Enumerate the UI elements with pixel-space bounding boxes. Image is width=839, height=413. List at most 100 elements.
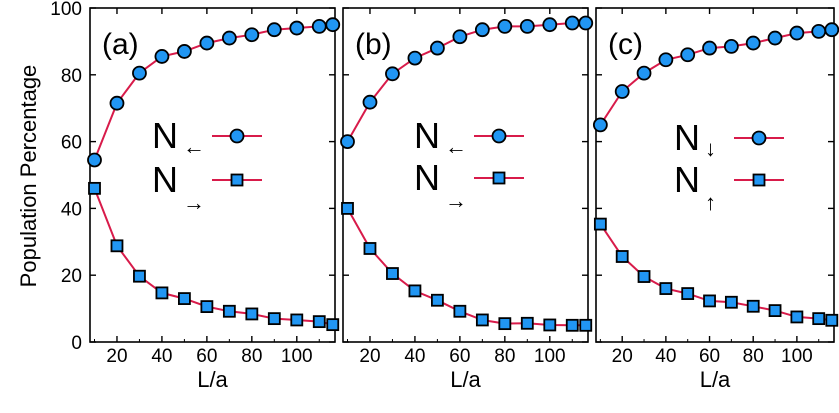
data-point-circle [636,65,652,81]
data-point-square [267,312,281,326]
data-point-square [615,250,629,263]
data-point-square [746,299,760,313]
data-point-square [475,313,489,327]
data-point-circle [542,17,558,33]
x-tick-label: 20 [612,346,633,367]
data-point-circle [452,29,468,45]
legend-label-main: N [414,115,440,156]
legend-marker-square [230,173,244,187]
data-point-circle [474,22,490,38]
data-point-circle [658,52,674,68]
data-point-circle [811,23,827,39]
data-point-circle [407,50,423,66]
legend-label-subscript: ← [445,134,467,159]
data-point-circle [289,20,305,36]
legend-label-main: N [414,157,440,198]
data-point-square [498,317,512,331]
x-tick-label: 100 [534,346,566,367]
data-point-circle [325,17,341,33]
x-tick-label: 60 [449,346,470,367]
data-point-square [110,239,124,253]
data-point-square [363,242,377,255]
data-point-square [431,293,444,307]
legend-label-subscript: → [183,190,205,215]
x-tick-label: 40 [655,346,676,367]
x-tick-label: 20 [359,346,380,367]
data-point-square [133,269,146,283]
x-axis-title: L/a [450,367,481,392]
data-point-square [637,270,651,283]
data-point-circle [592,117,608,133]
data-point-circle [745,35,761,51]
x-tick-label: 40 [151,346,172,367]
panel-label: (a) [102,28,139,61]
data-point-circle [564,15,580,31]
legend-marker-circle [229,128,245,144]
data-point-square [453,304,467,318]
legend-label-main: N [152,159,178,200]
data-point-circle [702,40,717,56]
y-tick-label: 40 [61,199,82,220]
data-point-circle [154,49,170,64]
y-tick-label: 0 [71,333,82,354]
data-point-square [290,313,304,327]
data-point-circle [430,40,445,56]
legend-label-subscript: ↑ [705,190,716,215]
data-point-square [790,310,804,324]
data-point-circle [221,30,237,46]
data-point-circle [132,65,147,81]
y-tick-label: 80 [61,66,82,87]
data-point-square [703,294,716,308]
data-point-circle [614,84,630,99]
data-point-circle [680,47,696,63]
data-point-square [579,318,593,332]
panel-label: (c) [608,28,643,61]
x-tick-label: 80 [241,346,262,367]
legend-marker-circle [491,128,507,144]
y-axis-title: Population Percentage [16,65,41,288]
data-point-square [593,217,607,231]
data-point-circle [578,15,594,31]
legend-label-main: N [152,115,178,156]
data-point-square [812,312,826,326]
data-point-square [386,267,399,280]
y-tick-label: 60 [61,133,82,154]
x-tick-label: 80 [743,346,764,367]
data-point-circle [519,18,535,34]
plot-frame [342,7,589,343]
data-point-circle [199,35,215,51]
x-tick-label: 100 [781,346,813,367]
series-line-square [346,207,586,327]
data-point-square [200,300,214,313]
legend-label-main: N [674,117,700,158]
x-tick-label: 100 [281,346,313,367]
data-point-square [659,282,673,295]
legend-label-subscript: ← [183,134,205,159]
data-point-circle [311,18,327,34]
data-point-square [724,295,738,309]
plot-frame [89,7,336,343]
series-line-square [599,223,832,322]
data-point-circle [266,22,282,38]
legend-marker-square [752,173,766,187]
data-point-square [245,307,259,321]
x-tick-label: 60 [196,346,217,367]
data-point-square [222,304,236,318]
x-axis-title: L/a [700,367,731,392]
y-tick-label: 20 [61,266,82,287]
data-point-circle [789,25,805,41]
data-point-circle [362,94,378,110]
data-point-square [341,201,354,215]
data-point-circle [87,152,102,168]
data-point-circle [824,22,839,38]
data-point-circle [767,30,783,46]
series-line-square [93,188,334,326]
data-point-circle [497,18,513,34]
x-axis-title: L/a [197,367,228,392]
y-tick-label: 100 [50,0,82,20]
x-tick-label: 40 [404,346,425,367]
data-point-square [408,284,422,298]
data-point-square [768,304,782,318]
data-point-square [565,318,579,332]
